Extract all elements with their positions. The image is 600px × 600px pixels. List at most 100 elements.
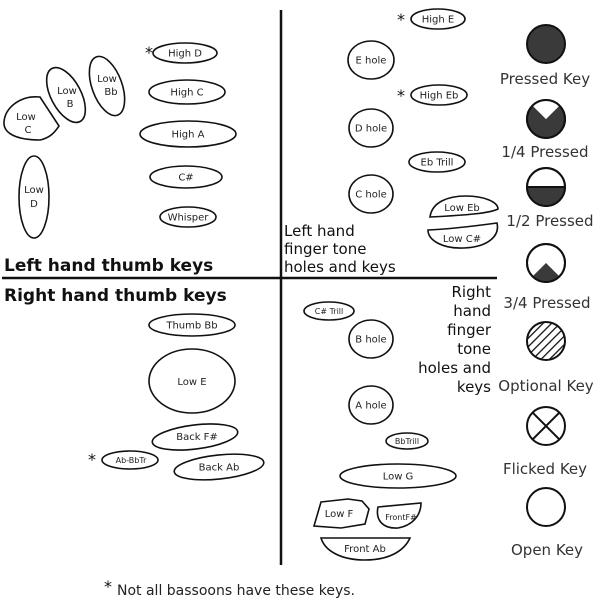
key-label: Low C# [443, 234, 481, 245]
legend: Pressed Key 1/4 Pressed 1/2 Pressed 3/4 … [498, 24, 594, 559]
key-low-f[interactable]: Low F [312, 498, 370, 529]
key-eb-trill[interactable]: Eb Trill [408, 151, 466, 173]
key-label: C hole [355, 190, 387, 201]
half-pressed-icon [526, 167, 566, 207]
key-front-ab[interactable]: Front Ab [319, 537, 412, 561]
right-thumb-keys: Right hand thumb keys Thumb Bb Low E Bac… [4, 286, 265, 483]
key-label: High C [170, 88, 203, 99]
key-c-sharp[interactable]: C# [149, 165, 223, 189]
key-label: Low [97, 74, 117, 85]
left-finger-label-line: holes and keys [284, 258, 396, 276]
key-label: Ab-BbTr [116, 456, 147, 465]
key-label: D hole [355, 124, 387, 135]
key-low-d[interactable]: Low D [18, 155, 50, 239]
key-label: Front Ab [344, 544, 386, 555]
key-bb-trill[interactable]: BbTrill [385, 432, 429, 450]
key-label: Back Ab [199, 463, 240, 474]
key-back-ab[interactable]: Back Ab [173, 450, 265, 483]
key-label: High E [422, 15, 454, 26]
optional-key-icon [526, 321, 566, 361]
left-thumb-keys: * High D High C High A C# Whisper Low C [3, 42, 237, 276]
asterisk: * [397, 86, 405, 105]
right-finger-keys: C# Trill B hole A hole BbTrill Low G Low… [303, 283, 492, 561]
key-label: C# Trill [315, 307, 344, 316]
legend-label: Pressed Key [500, 70, 590, 88]
key-label: B [67, 99, 74, 110]
key-label: C# [178, 173, 193, 184]
key-high-eb[interactable]: High Eb [410, 84, 468, 106]
asterisk: * [145, 43, 153, 62]
key-c-hole[interactable]: C hole [348, 174, 394, 214]
key-low-c[interactable]: Low C [3, 96, 60, 141]
right-thumb-keys-label: Right hand thumb keys [4, 286, 227, 306]
key-ab-bbtr[interactable]: Ab-BbTr [101, 450, 159, 470]
pressed-key-icon [526, 24, 566, 64]
asterisk: * [397, 10, 405, 29]
key-low-bb[interactable]: Low Bb [82, 52, 131, 121]
key-label: Low [24, 185, 44, 196]
open-key-icon [526, 487, 566, 527]
key-label: FrontF# [385, 513, 417, 522]
left-finger-label-line: Left hand [284, 222, 355, 240]
key-label: Back F# [176, 432, 218, 443]
key-label: E hole [356, 56, 387, 67]
key-label: BbTrill [395, 437, 419, 446]
key-label: Bb [104, 87, 117, 98]
left-thumb-keys-label: Left hand thumb keys [4, 256, 213, 276]
key-whisper[interactable]: Whisper [159, 206, 217, 228]
legend-label: 1/2 Pressed [506, 212, 593, 230]
key-label: High D [168, 49, 202, 60]
key-c-sharp-trill[interactable]: C# Trill [303, 301, 355, 321]
key-label: Low F [325, 509, 354, 520]
flicked-key-icon [526, 406, 566, 446]
key-low-c-sharp[interactable]: Low C# [427, 222, 499, 249]
key-label: Whisper [168, 213, 210, 224]
right-finger-label-line: tone [457, 340, 491, 358]
key-high-a[interactable]: High A [139, 120, 237, 148]
key-low-eb[interactable]: Low Eb [429, 195, 499, 218]
key-label: Low [16, 112, 36, 123]
legend-label: Optional Key [498, 377, 594, 395]
key-back-f-sharp[interactable]: Back F# [151, 420, 239, 454]
key-high-d[interactable]: High D [152, 42, 218, 64]
right-finger-label-line: Right [452, 283, 492, 301]
key-label: High A [171, 130, 204, 141]
key-e-hole[interactable]: E hole [347, 40, 395, 80]
key-label: A hole [355, 401, 386, 412]
key-front-f-sharp[interactable]: FrontF# [376, 502, 422, 529]
key-a-hole[interactable]: A hole [348, 385, 394, 425]
key-high-e[interactable]: High E [410, 8, 466, 30]
key-low-e[interactable]: Low E [148, 348, 236, 414]
left-finger-label-line: finger tone [284, 240, 366, 258]
key-low-g[interactable]: Low G [339, 463, 457, 489]
legend-label: Flicked Key [503, 460, 587, 478]
key-label: Low [57, 86, 77, 97]
right-finger-label-line: finger [447, 321, 492, 339]
footnote: * Not all bassoons have these keys. [104, 577, 355, 599]
right-finger-label-line: keys [457, 378, 491, 396]
three-quarter-pressed-icon [526, 243, 566, 283]
asterisk: * [104, 577, 112, 596]
key-label: Low E [177, 377, 206, 388]
right-finger-label-line: hand [453, 302, 491, 320]
key-label: Eb Trill [421, 158, 454, 169]
key-label: Thumb Bb [165, 321, 217, 332]
key-label: D [30, 199, 38, 210]
key-d-hole[interactable]: D hole [348, 108, 394, 148]
key-label: B hole [355, 335, 386, 346]
key-label: Low Eb [444, 203, 480, 214]
left-finger-keys: * High E E hole * High Eb D hole Eb Tril… [284, 8, 499, 276]
key-label: Low G [383, 472, 414, 483]
legend-label: Open Key [511, 541, 583, 559]
footnote-text: Not all bassoons have these keys. [117, 583, 355, 599]
legend-label: 3/4 Pressed [503, 294, 590, 312]
key-high-c[interactable]: High C [148, 79, 226, 105]
key-low-b[interactable]: Low B [39, 61, 94, 128]
key-label: High Eb [420, 91, 459, 102]
key-label: C [25, 125, 32, 136]
quarter-pressed-icon [526, 99, 566, 139]
key-b-hole[interactable]: B hole [348, 319, 394, 359]
right-finger-label-line: holes and [418, 359, 491, 377]
key-thumb-bb[interactable]: Thumb Bb [148, 313, 236, 337]
